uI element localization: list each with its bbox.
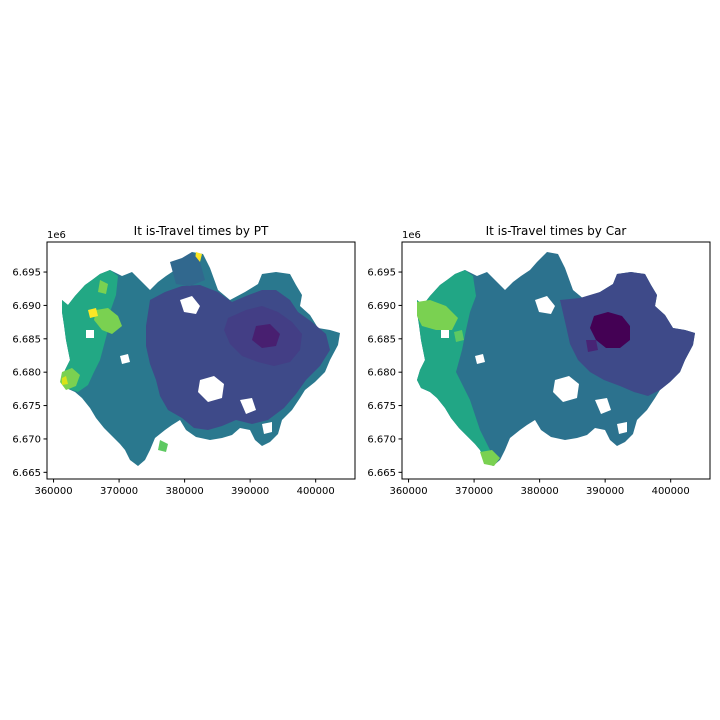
pt-central-zone	[146, 285, 330, 430]
car-south-tip-green	[480, 450, 500, 466]
pt-axes-frame	[46, 241, 356, 480]
pt-yellow-patch-a	[88, 308, 98, 318]
car-gap-f	[617, 422, 627, 434]
car-y-tick-label: 6.670	[367, 434, 396, 445]
car-x-tick-label: 370000	[455, 486, 493, 497]
pt-yellow-patch-c	[62, 376, 68, 385]
pt-green-patch-d	[158, 440, 168, 452]
car-gap-a	[535, 296, 555, 314]
pt-gap-f	[262, 422, 272, 434]
pt-gap-e	[86, 330, 94, 338]
pt-y-offset-label: 1e6	[47, 230, 66, 241]
car-axis-ticks: 360000 370000 380000 390000 400000 6.665 6.670…	[367, 268, 689, 497]
car-y-tick-label: 6.695	[367, 268, 396, 279]
car-axes-frame	[401, 241, 711, 480]
car-map-title: It is-Travel times by Car	[486, 224, 627, 238]
pt-gap-d	[120, 354, 130, 364]
pt-x-tick-label: 360000	[34, 486, 72, 497]
pt-green-patch-a	[94, 308, 122, 334]
pt-y-tick-label: 6.665	[12, 468, 41, 479]
pt-map-panel: It is-Travel times by PT 1e6	[12, 224, 356, 497]
pt-gap-a	[180, 296, 200, 314]
pt-y-tick-label: 6.690	[12, 301, 41, 312]
car-west-green-b	[454, 330, 464, 342]
pt-x-tick-label: 400000	[297, 486, 335, 497]
pt-gap-c	[240, 398, 256, 414]
car-far-west-green	[417, 300, 458, 330]
car-center-core	[590, 312, 630, 348]
pt-y-tick-label: 6.675	[12, 401, 41, 412]
car-x-tick-label: 390000	[586, 486, 624, 497]
pt-x-tick-label: 390000	[231, 486, 269, 497]
car-y-tick-label: 6.665	[367, 468, 396, 479]
pt-axis-ticks: 360000 370000 380000 390000 400000 6.665 6.670…	[12, 268, 334, 497]
pt-green-patch-c	[98, 280, 108, 294]
car-y-tick-label: 6.675	[367, 401, 396, 412]
pt-travel-time-raster	[60, 252, 340, 466]
pt-y-tick-label: 6.680	[12, 368, 41, 379]
car-y-tick-label: 6.690	[367, 301, 396, 312]
car-x-tick-label: 360000	[389, 486, 427, 497]
pt-y-tick-label: 6.695	[12, 268, 41, 279]
car-gap-b	[553, 376, 579, 402]
car-x-tick-label: 380000	[521, 486, 559, 497]
car-map-panel: It is-Travel times by Car 1e6 360000 3700…	[367, 224, 711, 497]
car-core-ring	[586, 340, 598, 352]
car-y-offset-label: 1e6	[402, 230, 421, 241]
car-x-tick-label: 400000	[652, 486, 690, 497]
pt-north-band	[170, 252, 205, 286]
pt-east-darkest	[252, 324, 280, 348]
pt-y-tick-label: 6.685	[12, 334, 41, 345]
pt-x-tick-label: 370000	[100, 486, 138, 497]
pt-map-title: It is-Travel times by PT	[134, 224, 269, 238]
car-y-tick-label: 6.685	[367, 334, 396, 345]
pt-x-tick-label: 380000	[166, 486, 204, 497]
car-gap-e	[441, 330, 449, 338]
car-gap-c	[595, 398, 611, 414]
car-gap-d	[475, 354, 485, 364]
pt-y-tick-label: 6.670	[12, 434, 41, 445]
car-y-tick-label: 6.680	[367, 368, 396, 379]
pt-gap-b	[198, 376, 224, 402]
car-travel-time-raster	[417, 252, 695, 466]
